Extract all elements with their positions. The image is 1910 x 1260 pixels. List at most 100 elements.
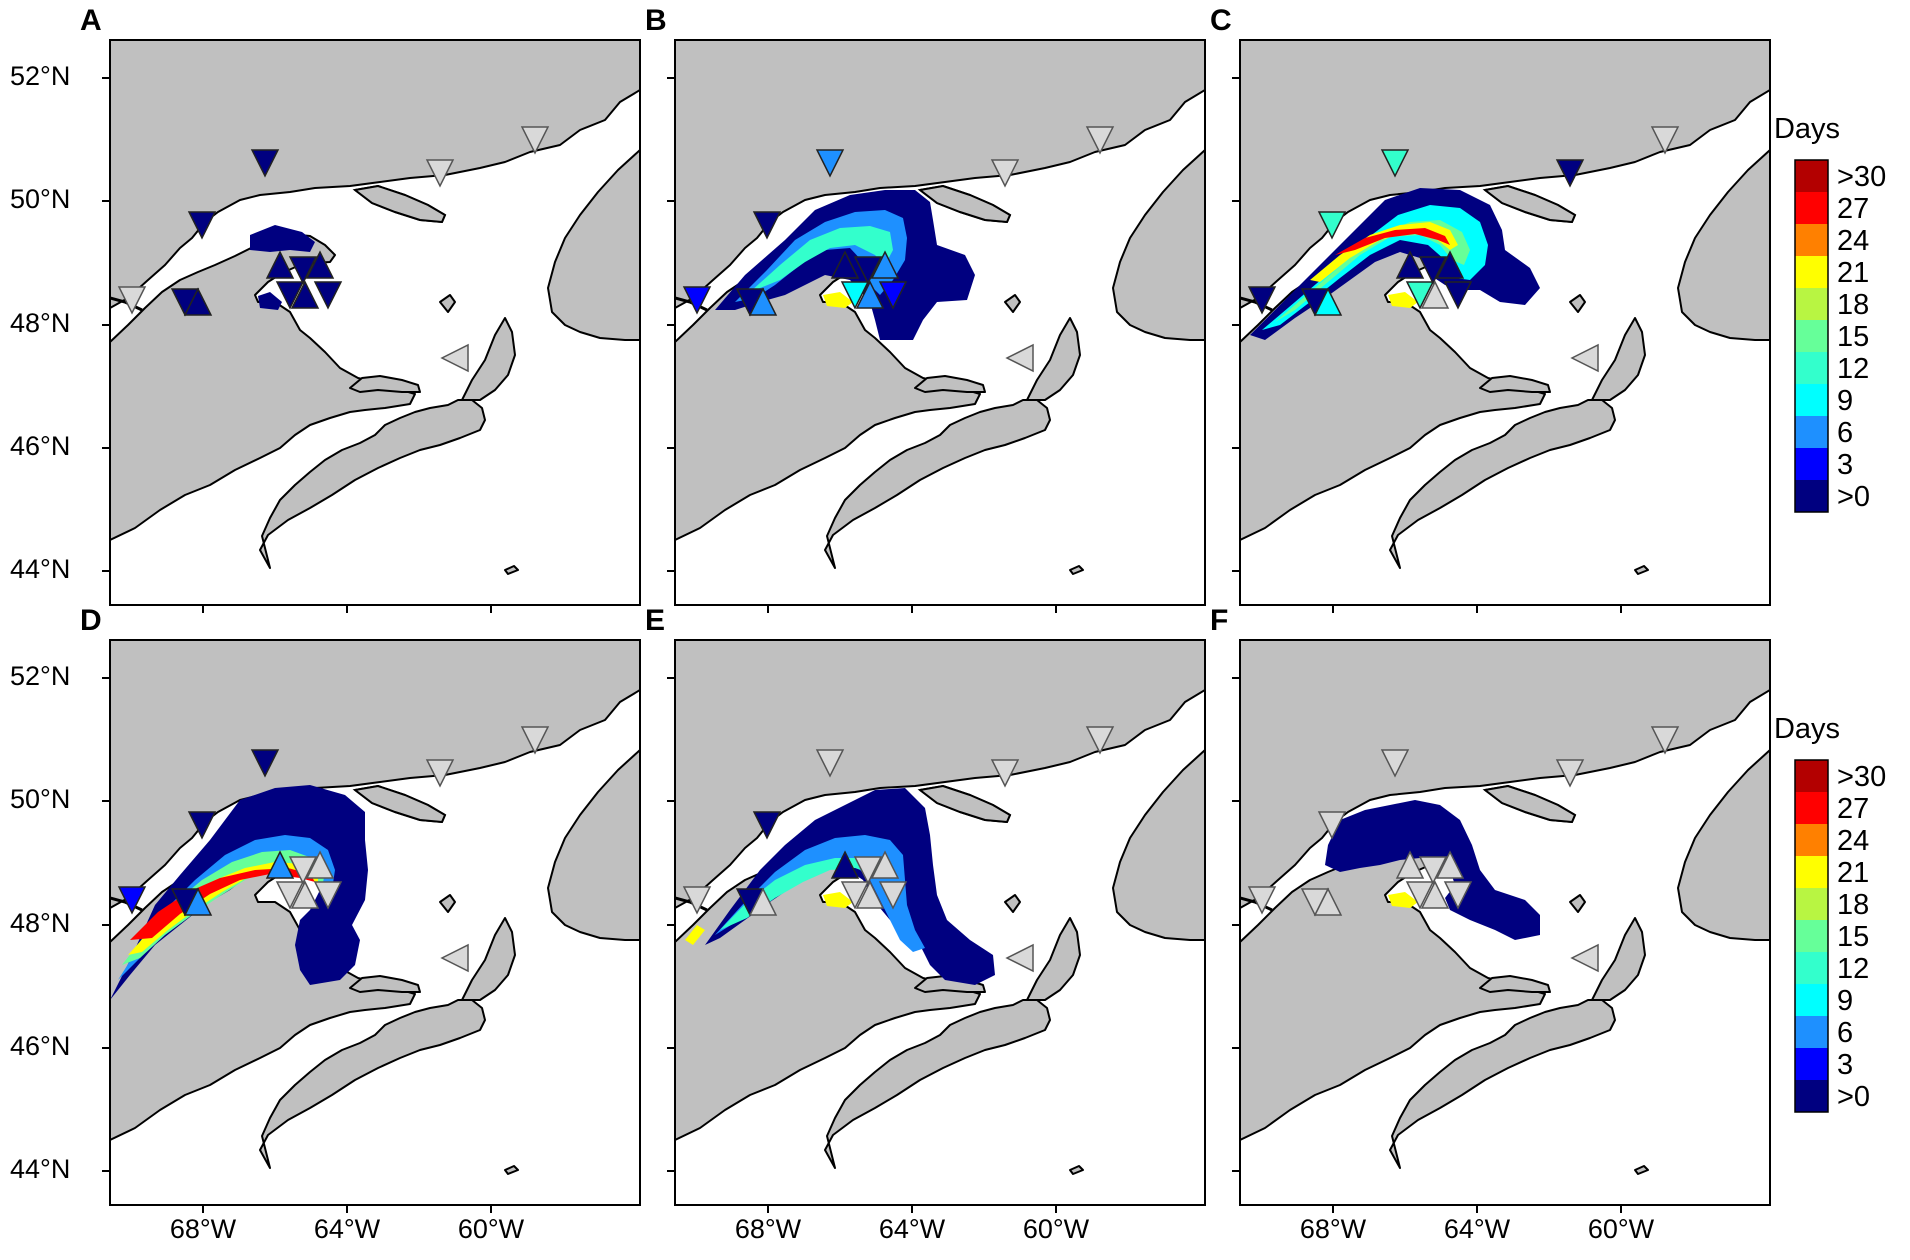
lat-label: 44°N bbox=[10, 554, 70, 584]
station-triangle bbox=[1380, 149, 1410, 178]
station-triangle bbox=[183, 887, 213, 916]
station-triangle bbox=[1317, 211, 1347, 240]
island bbox=[352, 184, 447, 224]
island bbox=[917, 784, 1012, 824]
station-triangle bbox=[752, 811, 782, 840]
stations bbox=[117, 126, 550, 373]
station-triangle bbox=[1405, 881, 1435, 910]
station-triangle bbox=[878, 281, 908, 310]
station-triangle bbox=[752, 211, 782, 240]
colorbar-swatch bbox=[1795, 760, 1828, 792]
station-triangle bbox=[1650, 126, 1680, 155]
lat-label: 50°N bbox=[10, 784, 70, 814]
river-line bbox=[675, 896, 708, 912]
station-triangle bbox=[990, 759, 1020, 788]
colorbar-swatch bbox=[1795, 856, 1828, 888]
colorbar-label: 3 bbox=[1837, 1049, 1853, 1081]
colorbar-label: >30 bbox=[1837, 161, 1886, 193]
station-triangle bbox=[275, 281, 305, 310]
plume-band bbox=[1388, 292, 1418, 308]
station-triangle bbox=[1420, 280, 1450, 309]
colorbar-swatch bbox=[1795, 1080, 1828, 1112]
plume-band bbox=[250, 225, 315, 252]
station-triangle bbox=[250, 149, 280, 178]
lat-axis-bottom: 52°N 50°N 48°N 46°N 44°N bbox=[10, 661, 70, 1184]
station-triangle bbox=[305, 850, 335, 879]
colorbar-title: Days bbox=[1774, 113, 1840, 145]
station-triangle bbox=[313, 281, 343, 310]
station-triangle bbox=[1247, 286, 1277, 315]
ticks bbox=[102, 77, 492, 613]
station-triangle bbox=[1380, 749, 1410, 778]
colorbar-label: 6 bbox=[1837, 1017, 1853, 1049]
plume-band bbox=[705, 788, 995, 985]
stations bbox=[117, 726, 550, 973]
station-triangle bbox=[1435, 850, 1465, 879]
colorbar-swatch bbox=[1795, 160, 1828, 192]
land bbox=[110, 40, 640, 575]
plume-band bbox=[750, 226, 893, 292]
plume-area bbox=[1325, 800, 1540, 940]
station-triangle bbox=[1555, 159, 1585, 188]
lon-label: 60°W bbox=[1588, 1214, 1655, 1244]
station-triangle bbox=[288, 256, 318, 285]
panel-letter: F bbox=[1210, 604, 1228, 637]
colorbar-label: 15 bbox=[1837, 321, 1869, 353]
island bbox=[1482, 784, 1577, 824]
island bbox=[1482, 184, 1577, 224]
station-triangle bbox=[1418, 856, 1448, 885]
colorbar-label: 9 bbox=[1837, 985, 1853, 1017]
station-triangle bbox=[187, 211, 217, 240]
lat-label: 48°N bbox=[10, 908, 70, 938]
station-triangle bbox=[440, 943, 469, 973]
river-line bbox=[1240, 896, 1273, 912]
island bbox=[352, 784, 447, 824]
station-triangle bbox=[313, 881, 343, 910]
colorbar-swatch bbox=[1795, 416, 1828, 448]
colorbar-label: 12 bbox=[1837, 353, 1869, 385]
station-triangle bbox=[250, 749, 280, 778]
stations bbox=[1247, 726, 1680, 973]
ticks bbox=[1232, 677, 1622, 1213]
colorbar-label: 6 bbox=[1837, 417, 1853, 449]
station-triangle bbox=[117, 886, 147, 915]
station-triangle bbox=[830, 850, 860, 879]
panel-letter: A bbox=[80, 4, 102, 37]
colorbar-swatch bbox=[1795, 192, 1828, 224]
map-panel: B bbox=[645, 4, 1206, 613]
stations bbox=[682, 126, 1115, 373]
station-triangle bbox=[853, 256, 883, 285]
map-panel: F bbox=[1210, 604, 1771, 1213]
colorbar-label: 27 bbox=[1837, 193, 1869, 225]
station-triangle bbox=[855, 880, 885, 909]
colorbar-swatch bbox=[1795, 792, 1828, 824]
panel-letter: E bbox=[645, 604, 665, 637]
ticks bbox=[102, 677, 492, 1213]
station-triangle bbox=[840, 881, 870, 910]
lon-axis-col1: 68°W 64°W 60°W bbox=[170, 1214, 525, 1244]
colorbar-swatch bbox=[1795, 824, 1828, 856]
station-triangle bbox=[870, 250, 900, 279]
plume-band bbox=[1325, 800, 1540, 940]
ticks bbox=[667, 77, 1057, 613]
panel-frame bbox=[674, 39, 1206, 606]
colorbar-label: >30 bbox=[1837, 761, 1886, 793]
lon-label: 64°W bbox=[879, 1214, 946, 1244]
river-line bbox=[675, 296, 708, 312]
station-triangle bbox=[682, 886, 712, 915]
station-triangle bbox=[305, 250, 335, 279]
station-triangle bbox=[1085, 726, 1115, 755]
plume-band bbox=[1275, 220, 1470, 322]
island bbox=[917, 184, 1012, 224]
station-triangle bbox=[870, 850, 900, 879]
colorbar-swatch bbox=[1795, 384, 1828, 416]
colorbar-swatch bbox=[1795, 952, 1828, 984]
station-triangle bbox=[1570, 943, 1599, 973]
plume-area bbox=[250, 225, 315, 310]
plume-band bbox=[823, 892, 853, 908]
station-triangle bbox=[1405, 281, 1435, 310]
station-triangle bbox=[183, 287, 213, 316]
lon-axis-col2: 68°W 64°W 60°W bbox=[735, 1214, 1090, 1244]
station-triangle bbox=[117, 286, 147, 315]
